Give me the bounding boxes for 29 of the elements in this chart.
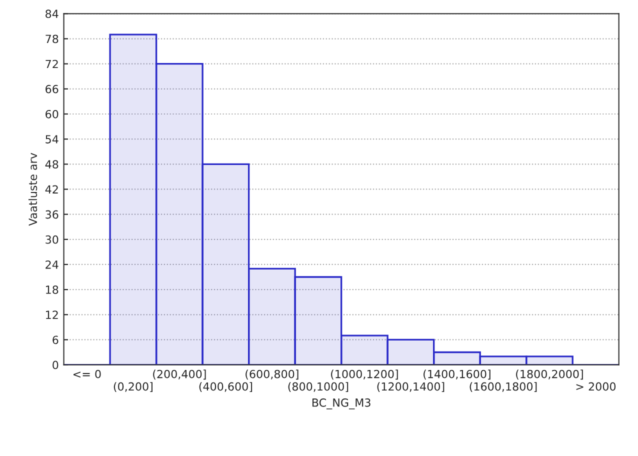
x-tick-label: (1800,2000] bbox=[516, 370, 583, 380]
y-tick-label: 24 bbox=[46, 260, 58, 269]
x-tick-label: (1000,1200] bbox=[331, 370, 398, 380]
y-tick-label: 36 bbox=[46, 210, 58, 219]
x-tick-label: > 2000 bbox=[576, 382, 616, 391]
y-tick-label: 6 bbox=[52, 336, 58, 344]
y-tick-label: 72 bbox=[46, 60, 58, 68]
x-tick-label: (400,600] bbox=[199, 382, 252, 392]
x-tick-label: (200,400] bbox=[153, 370, 206, 380]
x-axis-title: BC_NG_M3 bbox=[312, 398, 370, 410]
y-tick-label: 60 bbox=[46, 110, 58, 118]
x-tick-label: <= 0 bbox=[73, 370, 101, 378]
x-tick-label: (600,800] bbox=[246, 370, 298, 380]
y-tick-label: 0 bbox=[52, 360, 58, 370]
y-tick-label: 84 bbox=[46, 10, 58, 18]
y-tick-label: 42 bbox=[45, 185, 58, 194]
y-tick-label: 18 bbox=[46, 286, 58, 294]
y-tick-label: 78 bbox=[46, 34, 58, 44]
x-tick-label: (800,1000] bbox=[288, 382, 348, 392]
y-tick-label: 12 bbox=[46, 310, 58, 319]
y-tick-label: 30 bbox=[46, 235, 58, 244]
y-tick-label: 48 bbox=[45, 160, 58, 169]
y-tick-label: 54 bbox=[46, 135, 58, 144]
y-axis-title: Vaatluste arv bbox=[28, 152, 38, 226]
x-tick-label: (0,200] bbox=[114, 382, 152, 392]
x-tick-label: (1400,1600] bbox=[424, 370, 490, 380]
y-tick-label: 66 bbox=[46, 84, 58, 94]
x-tick-label: (1600,1800] bbox=[470, 382, 537, 392]
x-tick-label: (1200,1400] bbox=[377, 382, 444, 392]
